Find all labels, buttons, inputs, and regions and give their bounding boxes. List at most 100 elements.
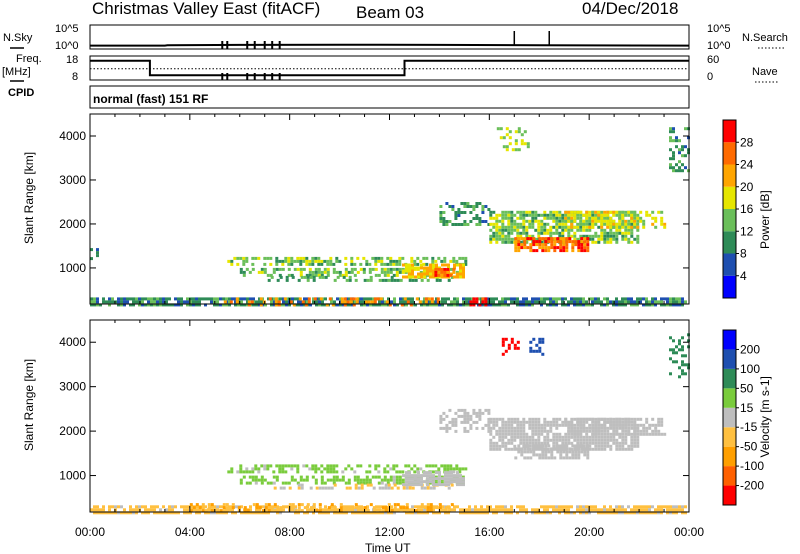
scatter-cell: [431, 464, 435, 468]
scatter-cell: [246, 509, 250, 513]
scatter-cell: [96, 300, 99, 304]
scatter-cell: [430, 300, 434, 304]
scatter-cell: [428, 464, 432, 468]
scatter-cell: [398, 259, 402, 263]
scatter-cell: [547, 249, 551, 253]
scatter-cell: [507, 429, 511, 433]
scatter-cell: [624, 222, 628, 226]
scatter-cell: [543, 429, 547, 433]
scatter-cell: [189, 303, 192, 307]
scatter-cell: [606, 435, 610, 439]
scatter-cell: [451, 423, 455, 427]
scatter-cell: [195, 503, 199, 507]
scatter-cell: [636, 423, 640, 427]
scatter-cell: [270, 275, 274, 279]
scatter-cell: [260, 267, 264, 271]
scatter-cell: [504, 432, 508, 436]
scatter-cell: [532, 450, 536, 454]
scatter-cell: [168, 505, 171, 509]
scatter-cell: [90, 508, 93, 512]
scatter-cell: [549, 438, 553, 442]
scatter-cell: [684, 145, 687, 149]
scatter-cell: [633, 444, 637, 448]
scatter-cell: [264, 509, 268, 513]
scatter-cell: [393, 509, 397, 513]
scatter-cell: [501, 237, 505, 241]
scatter-cell: [340, 297, 344, 301]
scatter-cell: [478, 417, 482, 421]
scatter-cell: [434, 273, 438, 277]
scatter-cell: [669, 303, 672, 307]
scatter-cell: [531, 297, 534, 301]
scatter-cell: [153, 511, 156, 515]
scatter-cell: [174, 303, 177, 307]
scatter-cell: [336, 508, 339, 512]
scatter-cell: [291, 508, 294, 512]
scatter-cell: [414, 275, 417, 279]
scatter-cell: [642, 511, 645, 515]
scatter-cell: [230, 259, 234, 263]
scatter-cell: [573, 303, 576, 307]
scatter-cell: [252, 511, 255, 515]
scatter-cell: [303, 506, 307, 510]
scatter-cell: [342, 511, 345, 515]
scatter-cell: [645, 300, 648, 304]
scatter-cell: [114, 511, 117, 515]
scatter-cell: [365, 262, 369, 266]
scatter-cell: [633, 213, 637, 217]
scatter-cell: [354, 483, 358, 487]
scatter-cell: [270, 300, 273, 304]
scatter-cell: [293, 478, 297, 482]
scatter-cell: [615, 303, 618, 307]
scatter-cell: [474, 508, 477, 512]
scatter-cell: [498, 213, 502, 217]
scatter-cell: [510, 237, 514, 241]
scatter-cell: [389, 262, 393, 266]
scatter-cell: [457, 223, 461, 226]
scatter-cell: [468, 297, 471, 301]
scatter-cell: [498, 432, 502, 436]
scatter-cell: [669, 127, 672, 131]
scatter-cell: [438, 511, 441, 515]
scatter-cell: [399, 506, 403, 510]
scatter-cell: [597, 234, 601, 238]
scatter-cell: [429, 303, 432, 307]
scatter-cell: [313, 297, 317, 301]
scatter-cell: [577, 246, 581, 250]
scatter-cell: [261, 505, 264, 509]
scatter-cell: [380, 267, 384, 271]
scatter-cell: [114, 508, 117, 512]
scatter-cell: [456, 474, 459, 478]
scatter-cell: [451, 205, 455, 208]
scatter-cell: [222, 511, 225, 515]
scatter-cell: [381, 511, 384, 515]
scatter-cell: [582, 426, 586, 430]
scatter-cell: [675, 351, 678, 355]
scatter-cell: [300, 503, 304, 507]
scatter-cell: [459, 263, 462, 267]
scatter-cell: [350, 256, 354, 260]
scatter-cell: [627, 210, 631, 214]
scatter-cell: [288, 486, 292, 490]
colorbar-tick-label: -200: [740, 479, 764, 493]
scatter-cell: [153, 300, 156, 304]
scatter-cell: [366, 303, 369, 307]
scatter-cell: [549, 303, 552, 307]
scatter-cell: [660, 508, 663, 512]
scatter-cell: [555, 426, 559, 430]
scatter-cell: [573, 216, 577, 220]
colorbar-segment: [723, 142, 736, 165]
scatter-cell: [311, 262, 315, 266]
scatter-cell: [231, 503, 235, 507]
scatter-cell: [342, 506, 346, 510]
scatter-cell: [348, 303, 351, 307]
scatter-cell: [510, 216, 514, 220]
scatter-cell: [290, 478, 294, 482]
scatter-cell: [222, 509, 226, 513]
scatter-cell: [507, 438, 511, 442]
scatter-cell: [510, 340, 514, 344]
scatter-cell: [544, 453, 548, 457]
scatter-cell: [678, 303, 681, 307]
scatter-cell: [432, 511, 435, 515]
scatter-cell: [570, 216, 574, 220]
